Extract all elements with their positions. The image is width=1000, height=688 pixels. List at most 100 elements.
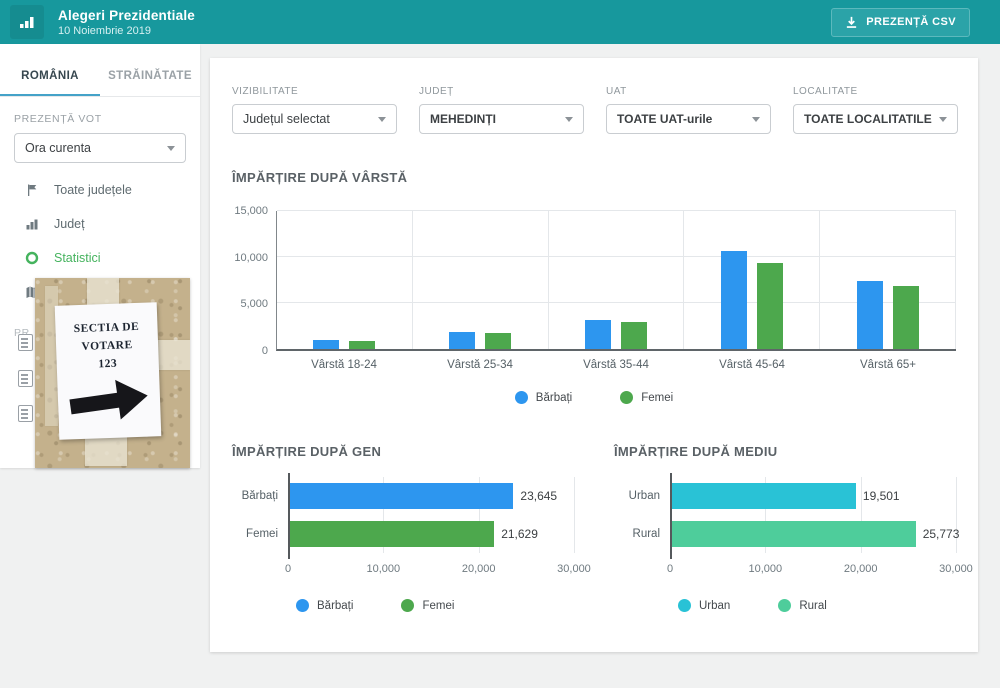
bar-value-label: 19,501 [862, 489, 900, 503]
bar-row: Bărbați 23,645 [232, 477, 574, 515]
bar-Femei [620, 321, 647, 349]
vizibilitate-select[interactable]: Județul selectat [232, 104, 397, 134]
y-tick-label: 5,000 [240, 298, 268, 311]
bar-Bărbați [720, 251, 747, 349]
gender-chart-plot: Bărbați 23,645 Femei 21,629 [232, 473, 575, 559]
bar-track: 23,645 [288, 483, 574, 509]
legend-dot [514, 391, 528, 404]
gender-chart-title: ÎMPĂRȚIRE DUPĂ GEN [232, 444, 382, 459]
legend-label: Bărbați [317, 599, 354, 612]
y-tick-label: 0 [261, 344, 268, 357]
bar-Bărbați [313, 340, 340, 349]
chevron-down-icon [565, 116, 573, 122]
legend-dot [678, 599, 691, 612]
polling-station-sign: SECTIA DE VOTARE 123 [54, 302, 162, 440]
sidebar-item-statistici[interactable]: Statistici [0, 241, 200, 275]
age-chart-xlabels: Vârstă 18-24 Vârstă 25-34 Vârstă 35-44 Vârs… [276, 359, 956, 371]
gridline [277, 210, 956, 211]
legend-dot [620, 391, 634, 404]
filter-label: VIZIBILITATE [232, 86, 299, 97]
legend-item-Bărbați[interactable]: Bărbați [296, 599, 353, 612]
filter-label: UAT [606, 86, 627, 97]
time-select[interactable]: Ora curenta [14, 133, 186, 163]
legend-item-Femei[interactable]: Femei [620, 391, 673, 404]
filter-uat: UAT TOATE UAT-urile [606, 86, 771, 134]
select-value: TOATE UAT-urile [617, 112, 713, 126]
gridline [765, 477, 767, 553]
localitate-select[interactable]: TOATE LOCALITATILE [793, 104, 958, 134]
legend-label: Femei [641, 391, 674, 404]
gridline [574, 477, 575, 553]
sidebar-item-toate-judetele[interactable]: Toate județele [0, 173, 200, 207]
x-tick-label: 20,000 [843, 563, 878, 575]
filter-judet: JUDEȚ MEHEDINȚI [419, 86, 584, 134]
bar-Bărbați [449, 331, 476, 349]
map-icon [24, 284, 40, 300]
x-tick-label: 0 [666, 563, 674, 575]
filter-vizibilitate: VIZIBILITATE Județul selectat [232, 86, 397, 134]
uat-select[interactable]: TOATE UAT-urile [606, 104, 771, 134]
legend-label: Rural [799, 599, 827, 612]
csv-download-button[interactable]: PREZENȚĂ CSV [831, 7, 970, 37]
document-icon[interactable] [18, 405, 33, 422]
legend-label: Femei [422, 599, 455, 612]
country-tabs: ROMÂNIA STRĂINĂTATE [0, 44, 200, 97]
tab-romania[interactable]: ROMÂNIA [0, 60, 100, 96]
select-value: MEHEDINȚI [430, 112, 496, 126]
legend-dot [778, 599, 792, 612]
filter-label: JUDEȚ [419, 86, 454, 97]
judet-select[interactable]: MEHEDINȚI [419, 104, 584, 134]
bar-Femei [288, 521, 495, 547]
sidebar-item-label: Toate județele [54, 183, 132, 197]
bar-Femei [349, 341, 376, 349]
legend-item-Femei[interactable]: Femei [401, 599, 454, 612]
age-chart-plot [276, 210, 956, 351]
bar-row: Femei 21,629 [232, 515, 574, 553]
bar-Femei [892, 285, 919, 349]
axis-line [670, 473, 672, 559]
legend-item-Urban[interactable]: Urban [678, 599, 730, 612]
presence-section-label: PREZENȚĂ VOT [14, 113, 102, 125]
medium-chart-title: ÎMPĂRȚIRE DUPĂ MEDIU [614, 444, 778, 459]
chevron-down-icon [378, 116, 386, 122]
time-select-value: Ora curenta [25, 141, 92, 155]
bar-category-label: Rural [632, 528, 660, 540]
sidebar-item-label: Județ [54, 217, 85, 231]
legend-item-Rural[interactable]: Rural [778, 599, 827, 612]
bar-Bărbați [584, 320, 611, 349]
x-tick-label: 10,000 [748, 563, 783, 575]
bar-Femei [756, 262, 783, 349]
bar-track: 21,629 [288, 521, 574, 547]
bar-category-label: Bărbați [241, 490, 278, 502]
document-icon[interactable] [18, 370, 33, 387]
age-category-label: Vârstă 18-24 [311, 359, 377, 371]
select-value: Județul selectat [243, 112, 330, 126]
legend-label: Urban [699, 599, 731, 612]
medium-chart-legend: Urban Rural [614, 599, 956, 612]
legend-item-Bărbați[interactable]: Bărbați [514, 391, 573, 404]
age-group [549, 211, 685, 349]
polling-station-photo: SECTIA DE VOTARE 123 [35, 278, 190, 468]
app-subtitle: 10 Noiembrie 2019 [58, 24, 151, 37]
sidebar: ROMÂNIA STRĂINĂTATE PREZENȚĂ VOT Ora cur… [0, 44, 200, 468]
bar-Femei [485, 333, 512, 349]
bar-Urban [670, 483, 856, 509]
bar-row: Rural 25,773 [614, 515, 959, 553]
bar-chart-icon [20, 17, 34, 28]
age-chart-legend: Bărbați Femei [232, 391, 956, 404]
bar-row: Urban 19,501 [614, 477, 956, 515]
bar-Bărbați [856, 281, 883, 349]
bar-Rural [670, 521, 916, 547]
sidebar-item-judet[interactable]: Județ [0, 207, 200, 241]
legend-label: Bărbați [535, 391, 573, 404]
document-icon[interactable] [18, 334, 33, 351]
axis-line [288, 473, 290, 559]
tab-strainatate[interactable]: STRĂINĂTATE [108, 70, 192, 82]
medium-chart-plot: Urban 19,501 Rural 25,773 [614, 473, 959, 559]
x-tick-label: 10,000 [366, 563, 401, 575]
chevron-down-icon [752, 116, 760, 122]
select-value: TOATE LOCALITATILE [804, 112, 932, 126]
chevron-down-icon [939, 116, 947, 122]
bar-track: 19,501 [670, 483, 956, 509]
app-title: Alegeri Prezidentiale [58, 7, 195, 23]
